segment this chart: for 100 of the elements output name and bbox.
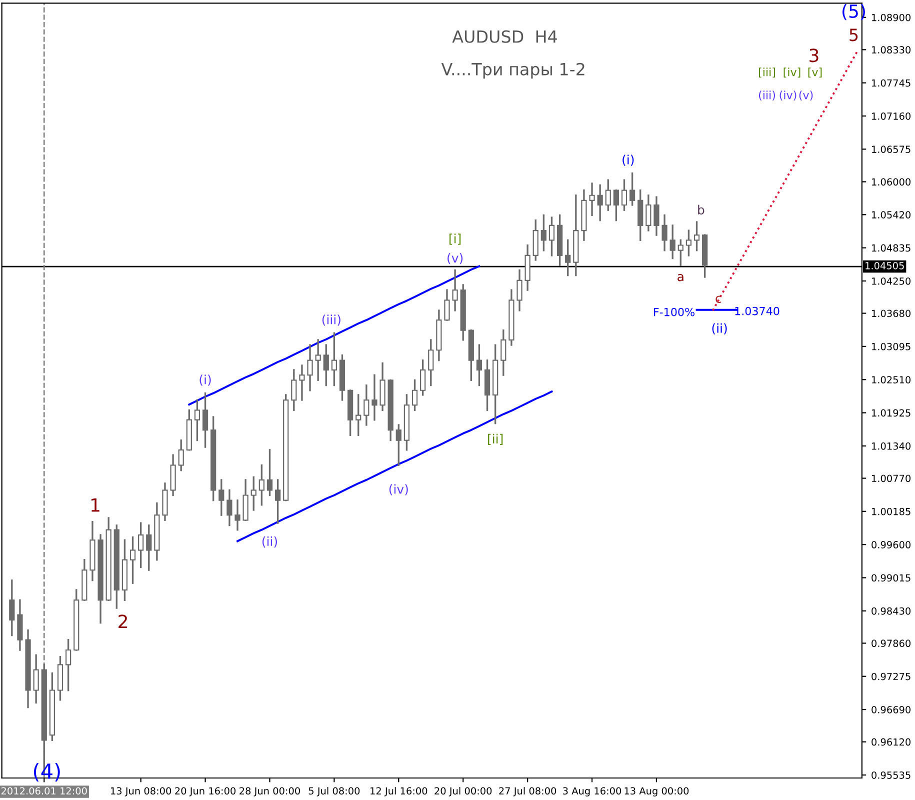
x-tick-label: 27 Jul 08:00: [499, 787, 556, 796]
annotation: (v): [448, 253, 463, 264]
x-tick-label: 2012.06.01 12:00: [1, 787, 87, 795]
candlestick: [331, 332, 337, 386]
annotation: (i): [200, 374, 211, 386]
y-tick-label: 1.04250: [872, 277, 911, 285]
x-tick-label: 20 Jun 16:00: [175, 787, 236, 796]
y-tick-label: 1.08330: [872, 46, 911, 54]
annotation: 1: [91, 498, 100, 512]
candlestick: [420, 359, 426, 396]
candlestick: [146, 524, 152, 571]
candlestick: [629, 172, 636, 206]
annotation: (iv): [780, 90, 796, 101]
annotation: [i]: [450, 234, 461, 245]
candlestick: [250, 476, 256, 511]
annotation: (ii): [262, 536, 278, 548]
y-tick-label: 1.01925: [872, 409, 910, 417]
y-tick-label: 0.97275: [872, 672, 910, 680]
y-tick-label: 0.96120: [872, 738, 911, 746]
candlestick: [452, 269, 458, 312]
candlestick: [589, 182, 595, 216]
line-series: [188, 265, 480, 406]
annotation: (4): [34, 762, 60, 782]
annotation: c: [716, 296, 722, 303]
candlestick: [686, 230, 692, 256]
candlestick: [678, 239, 684, 266]
annotation: F-100%: [654, 308, 694, 316]
candlestick: [662, 214, 668, 252]
y-tick-label: 1.06000: [872, 178, 911, 186]
candlestick: [372, 374, 378, 421]
candlestick: [500, 329, 506, 376]
candlestick: [323, 344, 329, 386]
candlestick: [299, 364, 305, 401]
annotation: 1.03740: [735, 306, 780, 316]
candlestick: [226, 489, 232, 526]
candlestick: [9, 579, 15, 636]
candlestick: [307, 344, 313, 392]
annotation: (iv): [389, 484, 408, 496]
candlestick: [694, 221, 700, 252]
y-tick-label: 1.00185: [872, 508, 910, 516]
candlestick: [444, 289, 450, 321]
y-tick-label: 1.08900: [872, 14, 911, 22]
candlestick: [33, 654, 39, 704]
y-tick-label: 0.99600: [872, 541, 911, 548]
candlestick: [178, 439, 184, 472]
x-tick-label: 5 Jul 08:00: [308, 787, 360, 796]
y-tick-label: 1.07745: [872, 79, 910, 87]
candlestick: [218, 479, 224, 516]
y-tick-label: 1.03095: [872, 342, 910, 350]
y-tick-label: 0.95535: [872, 771, 910, 779]
annotation: [iii]: [758, 68, 776, 78]
annotation: 5: [850, 28, 858, 42]
annotation: (ii): [712, 323, 727, 334]
y-tick-label: 1.03680: [872, 310, 911, 318]
candlestick: [605, 179, 611, 211]
candlestick: [516, 269, 522, 312]
candlestick: [266, 449, 273, 496]
candlestick: [130, 536, 136, 584]
y-tick-label: 0.99015: [872, 574, 910, 582]
candlestick: [194, 399, 200, 442]
candlestick: [138, 522, 144, 568]
annotation: (i): [622, 154, 634, 166]
y-tick-label: 1.07160: [872, 112, 911, 120]
candlestick: [646, 194, 652, 232]
candlestick: [202, 392, 208, 448]
candlestick: [476, 344, 482, 386]
annotation: 2: [118, 614, 127, 628]
y-tick-label: 1.02510: [872, 376, 911, 384]
y-tick-label: 1.01340: [872, 442, 911, 450]
candlestick: [258, 464, 264, 506]
candlestick: [315, 339, 321, 382]
candlestick: [396, 424, 402, 466]
x-tick-label: 20 Jul 00:00: [434, 787, 492, 796]
candlestick: [613, 189, 619, 222]
text: V....Три пары 1-2: [441, 62, 584, 79]
candlestick: [65, 638, 72, 692]
candlestick: [621, 179, 628, 211]
text: AUDUSD H4: [452, 30, 557, 43]
annotation: [v]: [808, 68, 822, 78]
annotation: [ii]: [488, 434, 503, 446]
candlestick: [540, 214, 546, 252]
annotation: 3: [810, 48, 818, 62]
annotation: (v): [799, 90, 813, 101]
annotation: [iv]: [784, 68, 800, 78]
ref-line-label: 1.04505: [866, 262, 904, 270]
candlestick: [364, 384, 370, 426]
candlestick: [548, 216, 555, 256]
candlestick: [291, 369, 297, 412]
annotation: a: [678, 274, 684, 282]
y-tick-label: 1.05420: [872, 211, 911, 218]
annotation: b: [698, 204, 704, 215]
candlestick: [234, 500, 240, 531]
y-tick-label: 1.00770: [872, 474, 911, 482]
candlestick: [565, 239, 571, 276]
y-tick-label: 0.98430: [872, 607, 911, 615]
y-tick-label: 1.06575: [872, 146, 910, 153]
x-tick-label: 13 Jun 08:00: [111, 787, 172, 796]
candlestick: [428, 339, 434, 386]
annotation: (iii): [758, 90, 776, 101]
y-tick-label: 0.97860: [872, 640, 911, 648]
